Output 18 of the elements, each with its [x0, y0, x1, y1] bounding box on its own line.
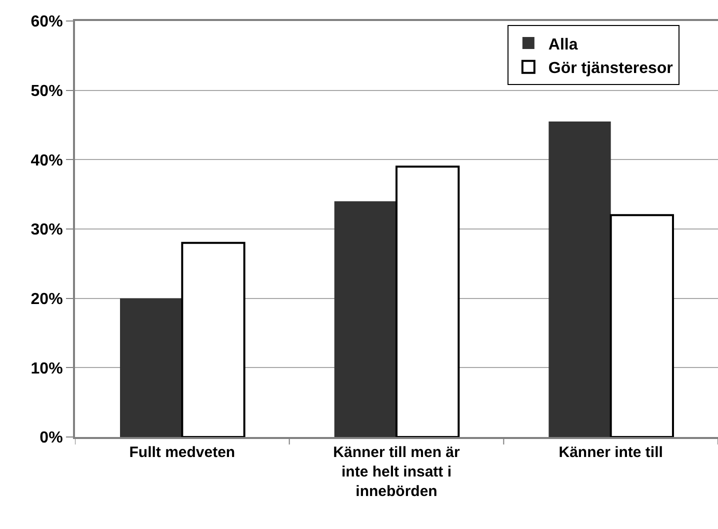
y-tick-label: 60%	[30, 14, 63, 31]
y-tick-label: 0%	[40, 430, 63, 447]
bar	[120, 298, 182, 437]
x-tick-label: Känner inte till	[558, 444, 663, 461]
bar	[181, 242, 246, 437]
bar	[396, 166, 460, 437]
bar	[610, 214, 674, 437]
legend-label: Gör tjänsteresor	[548, 60, 673, 78]
bar	[334, 201, 396, 437]
x-tick-label: Fullt medveten	[129, 444, 236, 461]
bar	[548, 122, 611, 437]
y-tick-label: 20%	[30, 290, 63, 308]
y-tick-label: 10%	[30, 360, 63, 378]
y-tick-label: 30%	[30, 222, 63, 239]
x-tick-label: Känner till men är inte helt insatt i innebörden	[333, 444, 460, 500]
y-tick-label: 50%	[30, 82, 63, 100]
y-tick-label: 40%	[30, 152, 63, 170]
legend-label: Alla	[548, 36, 578, 54]
